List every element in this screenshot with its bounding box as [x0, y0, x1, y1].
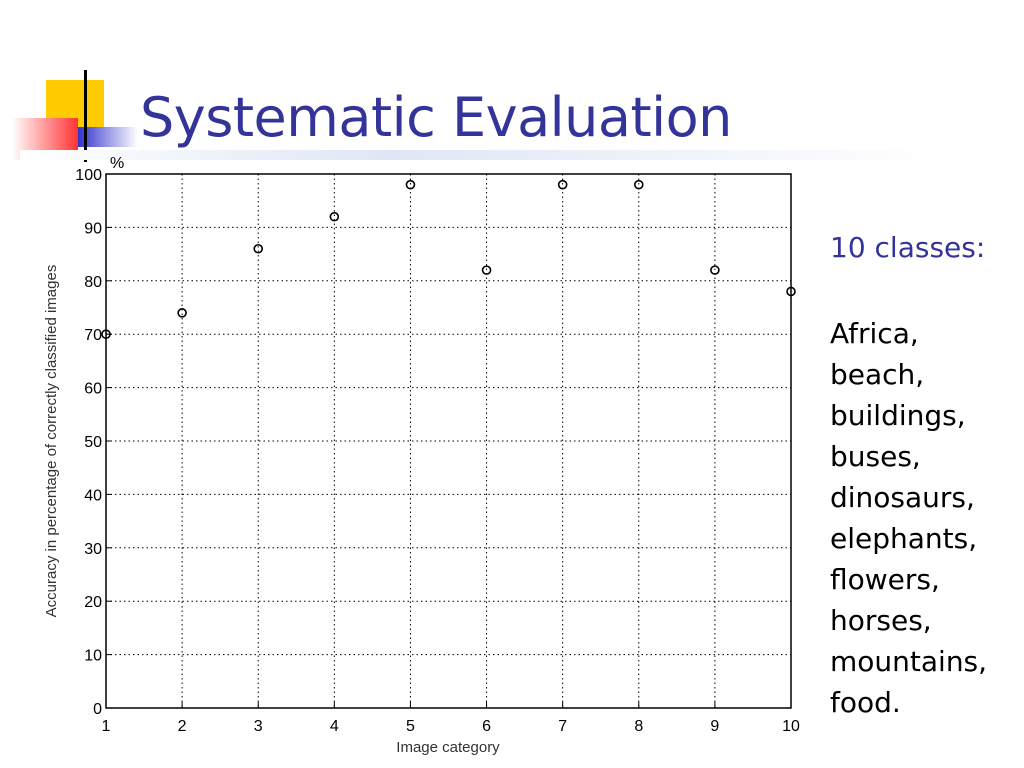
data-point — [481, 265, 492, 275]
unit-label: % — [110, 155, 124, 172]
data-point — [633, 179, 644, 190]
data-point — [786, 286, 796, 297]
y-tick-label: 30 — [84, 541, 102, 558]
x-tick-label: 5 — [406, 718, 415, 735]
data-point — [177, 308, 187, 318]
y-tick-label: 80 — [84, 274, 102, 291]
y-tick-label: 40 — [84, 487, 102, 504]
x-axis-ticks: 1 2 3 4 5 6 7 8 9 10 — [102, 702, 800, 735]
class-item: beach, — [830, 358, 925, 391]
y-tick-label: 70 — [84, 327, 102, 344]
x-tick-label: 1 — [102, 718, 111, 735]
x-tick-label: 2 — [178, 718, 187, 735]
y-tick-label: 100 — [75, 167, 102, 184]
x-tick-label: 9 — [710, 718, 719, 735]
classes-list: Africa, beach, buildings, buses, dinosaurs, e… — [830, 313, 987, 723]
grid — [106, 174, 791, 708]
classes-heading: 10 classes: — [830, 231, 986, 264]
data-point — [101, 329, 111, 340]
y-tick-label: 60 — [84, 381, 102, 398]
class-item: horses, — [830, 604, 932, 637]
class-item: Africa, — [830, 317, 919, 350]
y-tick-label: 10 — [84, 648, 102, 665]
data-point — [710, 265, 720, 275]
corner-vertical-line — [84, 70, 87, 162]
class-item: elephants, — [830, 522, 978, 555]
slide-title: Systematic Evaluation — [140, 86, 732, 149]
class-item: dinosaurs, — [830, 481, 975, 514]
class-item: buses, — [830, 440, 921, 473]
y-axis-ticks: 0 10 20 30 40 50 60 70 80 90 100 — [75, 167, 112, 718]
y-tick-label: 90 — [84, 220, 102, 237]
data-point — [329, 211, 340, 222]
corner-square-blue — [78, 127, 138, 147]
class-item: food. — [830, 686, 901, 719]
title-underline — [20, 150, 940, 160]
x-tick-label: 10 — [782, 718, 800, 735]
class-item: flowers, — [830, 563, 940, 596]
x-tick-label: 8 — [634, 718, 643, 735]
y-axis-title: Accuracy in percentage of correctly clas… — [43, 265, 60, 618]
data-point — [405, 179, 416, 190]
data-points — [101, 179, 796, 340]
y-tick-label: 0 — [93, 701, 102, 718]
data-point — [557, 179, 568, 190]
data-point — [253, 243, 264, 254]
x-tick-label: 6 — [482, 718, 491, 735]
class-item: buildings, — [830, 399, 966, 432]
y-tick-label: 20 — [84, 594, 102, 611]
y-tick-label: 50 — [84, 434, 102, 451]
x-tick-label: 4 — [330, 718, 339, 735]
x-tick-label: 7 — [558, 718, 567, 735]
class-item: mountains, — [830, 645, 988, 678]
x-axis-title: Image category — [396, 739, 500, 756]
x-tick-label: 3 — [254, 718, 263, 735]
